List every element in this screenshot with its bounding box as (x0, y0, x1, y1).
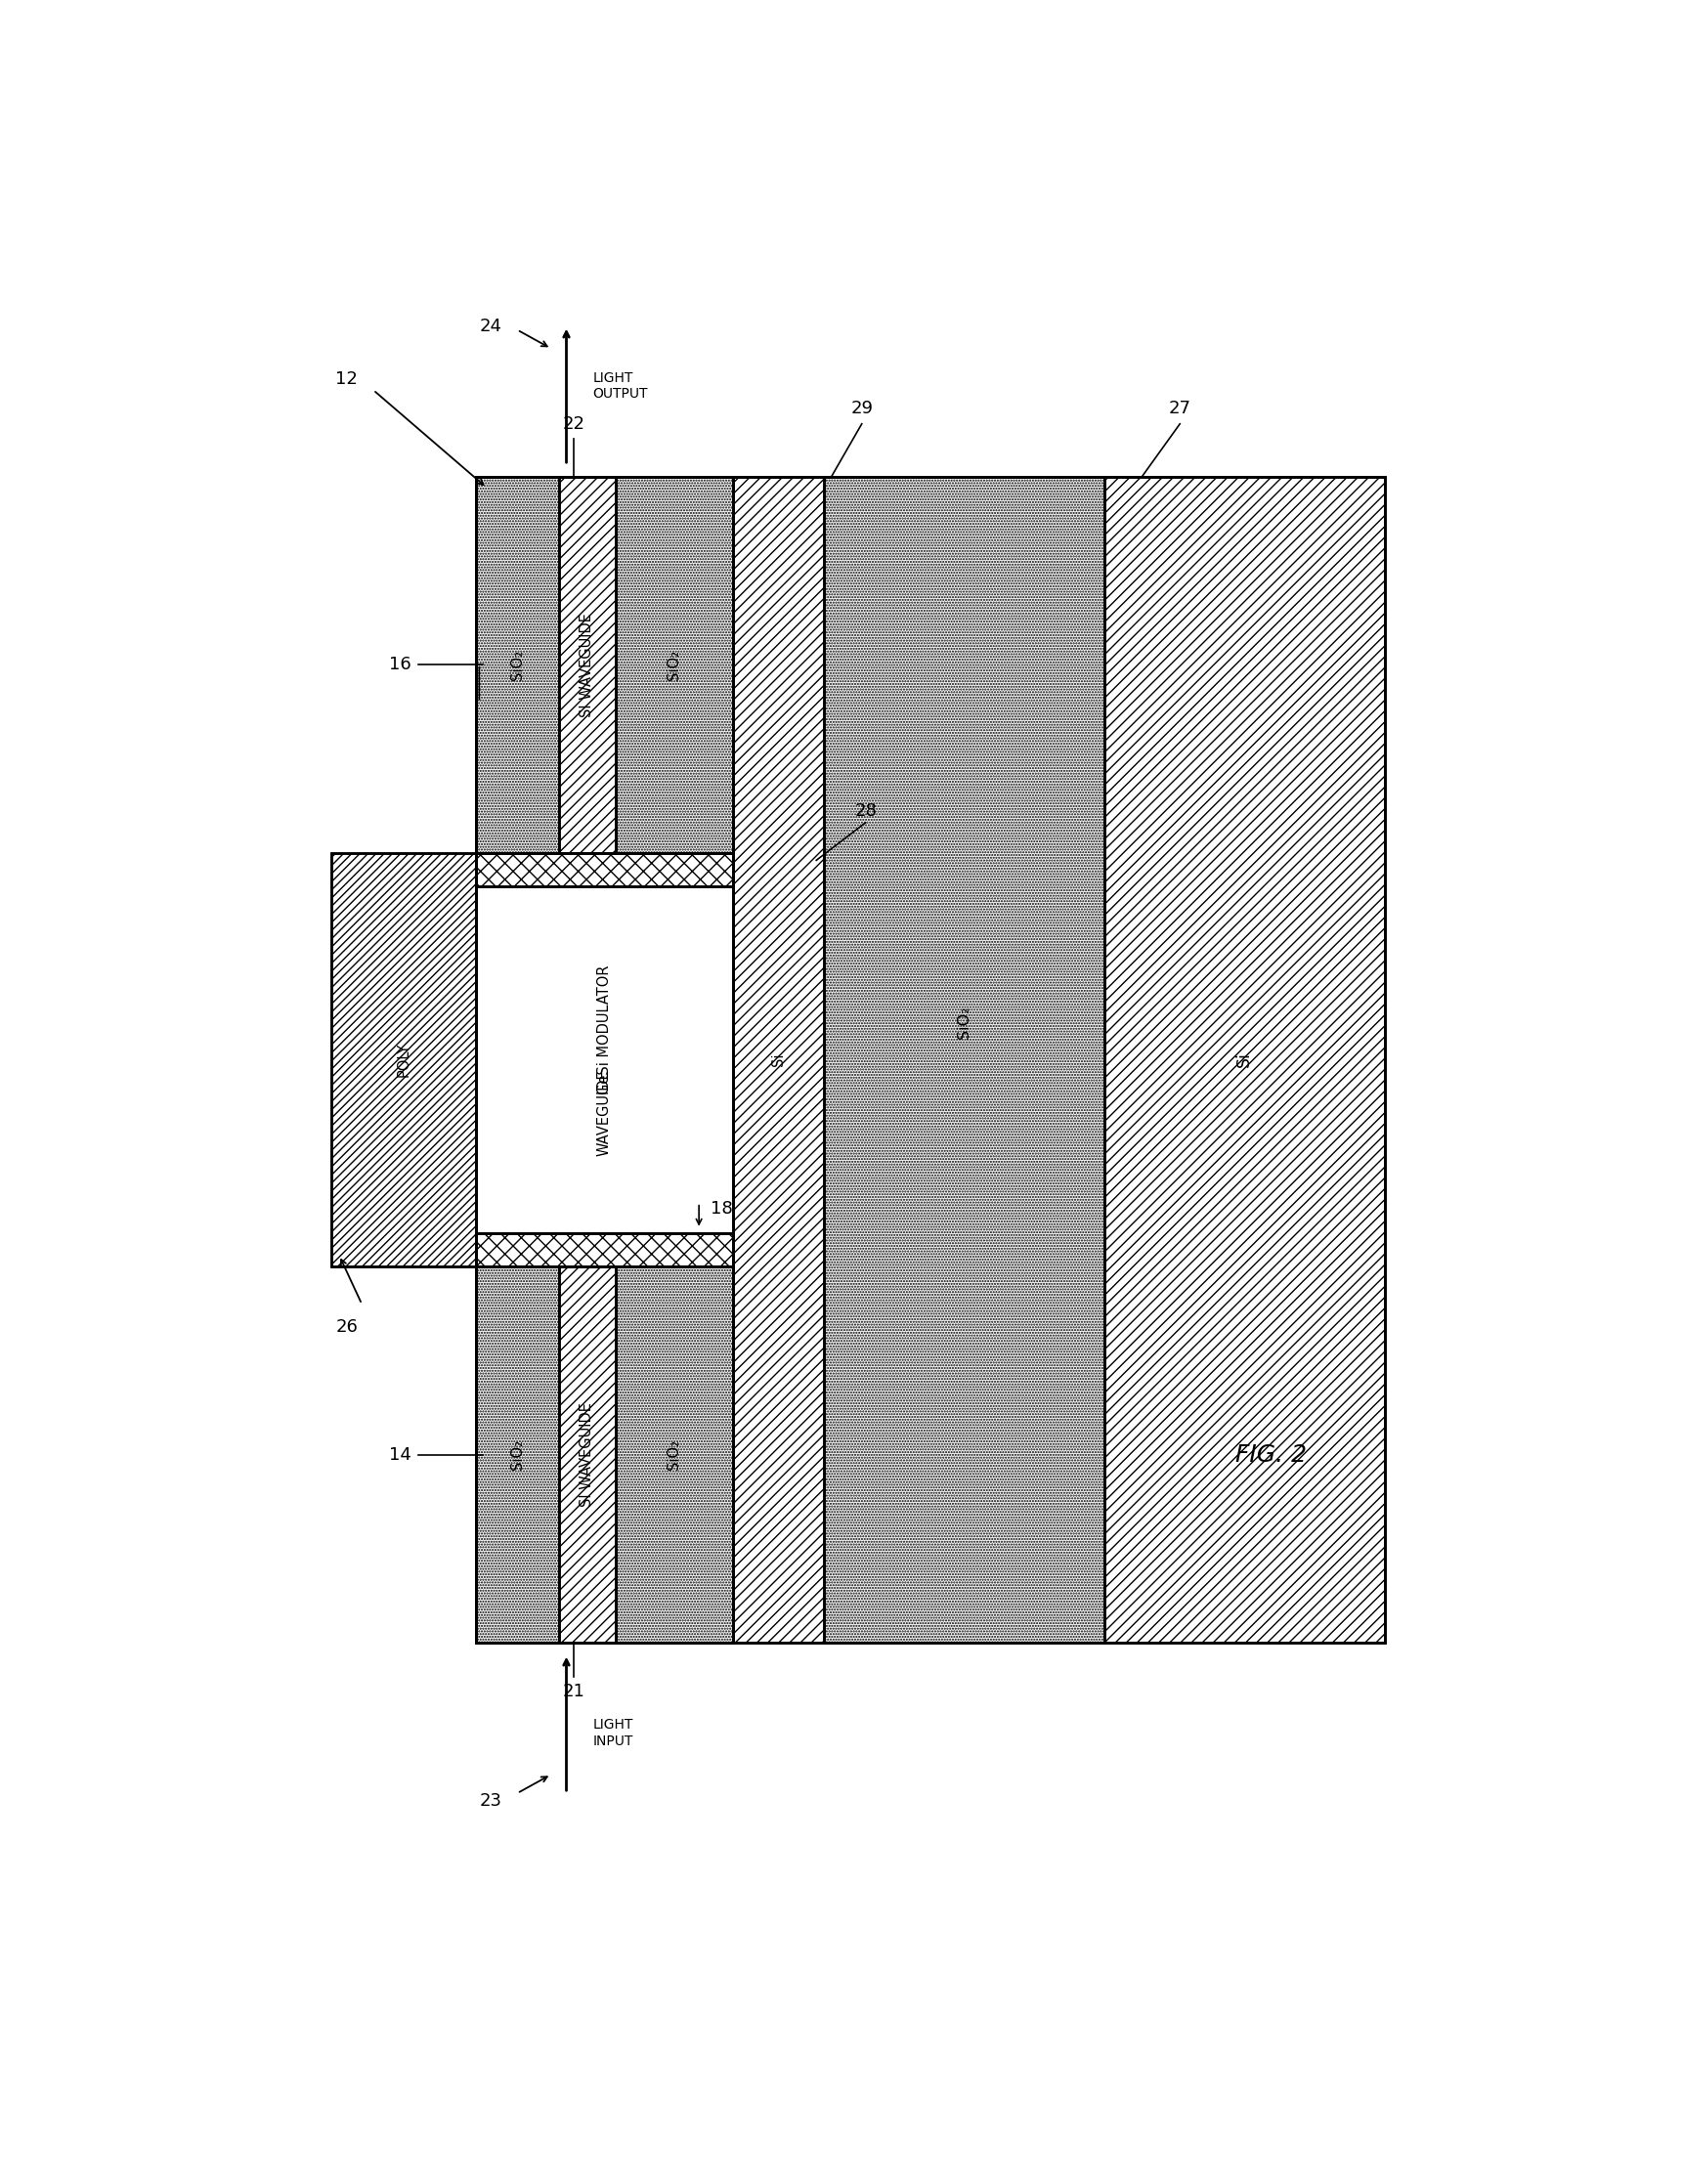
Bar (616, 1267, 734, 1642)
Text: SiO₂: SiO₂ (510, 1439, 525, 1470)
Bar (476, 1267, 734, 1642)
Bar (616, 476, 734, 852)
Bar (476, 887, 734, 1232)
Text: 28: 28 (855, 802, 877, 821)
Bar (476, 1232, 734, 1267)
Text: POLY: POLY (396, 1042, 411, 1077)
Text: 29: 29 (850, 400, 873, 417)
Text: 14: 14 (389, 1446, 411, 1463)
Text: 21: 21 (562, 1684, 586, 1701)
Text: Si: Si (771, 1053, 786, 1066)
Text: GeSi MODULATOR: GeSi MODULATOR (597, 965, 611, 1094)
Text: SiO₂: SiO₂ (956, 1005, 971, 1037)
Bar (476, 476, 559, 852)
Text: 27: 27 (1168, 400, 1192, 417)
Bar (734, 476, 825, 1642)
Text: 26: 26 (335, 1317, 358, 1337)
Bar (1104, 476, 1385, 1642)
Text: SiO₂: SiO₂ (666, 649, 682, 679)
Text: 18: 18 (710, 1199, 732, 1219)
Bar (332, 852, 476, 1267)
Bar (476, 1267, 559, 1642)
Text: FIG. 2: FIG. 2 (1235, 1444, 1306, 1465)
Text: SI WAVEGUIDE: SI WAVEGUIDE (581, 612, 594, 716)
Text: 16: 16 (389, 655, 411, 673)
Bar (476, 852, 734, 887)
Text: LIGHT
OUTPUT: LIGHT OUTPUT (592, 371, 648, 402)
Text: 23: 23 (480, 1793, 502, 1811)
Text: SI WAVEGUIDE: SI WAVEGUIDE (581, 1402, 594, 1507)
Bar (825, 476, 1104, 1642)
Bar (476, 476, 1385, 1642)
Bar (476, 476, 734, 852)
Text: SiO₂: SiO₂ (666, 1439, 682, 1470)
Text: WAVEGUIDE: WAVEGUIDE (597, 1068, 611, 1155)
Bar (559, 476, 616, 852)
Bar (332, 852, 476, 1267)
Text: Si: Si (1235, 1053, 1254, 1068)
Text: 12: 12 (335, 369, 358, 387)
Text: LIGHT
INPUT: LIGHT INPUT (592, 1719, 633, 1747)
Text: 22: 22 (562, 415, 586, 432)
Text: SiO₂: SiO₂ (510, 649, 525, 679)
Bar (559, 1267, 616, 1642)
Text: 24: 24 (480, 317, 502, 334)
Bar (476, 852, 734, 1267)
